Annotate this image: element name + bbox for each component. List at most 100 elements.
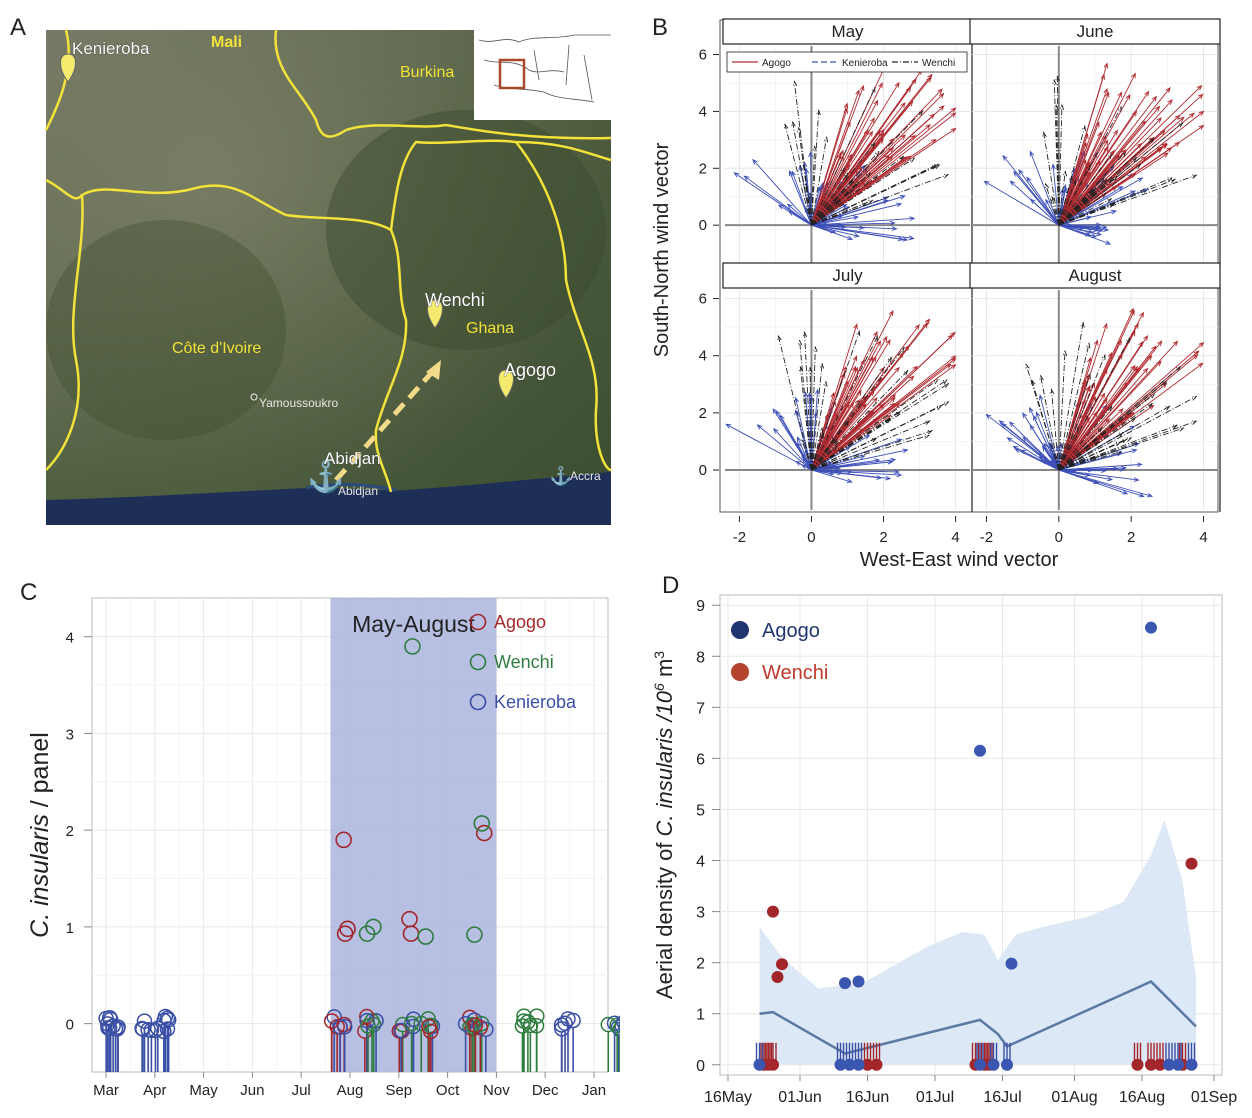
panel-b: B South-North wind vector West-East wind… [620, 0, 1252, 575]
d-ytick-label: 1 [696, 1007, 705, 1024]
b-ylabel: South-North wind vector [651, 142, 673, 357]
wind-arrow-agogo [811, 355, 957, 471]
wind-arrow-wenchi [1058, 431, 1124, 471]
wind-arrow-kenieroba [1058, 469, 1114, 482]
c-ytick-label: 1 [66, 920, 74, 937]
d-ytick-label: 2 [696, 956, 705, 973]
wind-arrow-kenieroba [811, 224, 898, 231]
d-legend-label: Wenchi [762, 662, 828, 684]
c-point-zero [565, 1012, 581, 1029]
wind-arrow-wenchi [811, 362, 825, 471]
wind-arrow-wenchi [1058, 175, 1073, 226]
label-burkina: Burkina [400, 64, 454, 81]
wind-arrow-kenieroba [1058, 177, 1144, 226]
c-point-zero [156, 1023, 172, 1040]
facet-header [722, 262, 973, 289]
wind-arrow-wenchi [1042, 131, 1060, 226]
facet-title: May [831, 22, 864, 41]
d-ylabel-sup2: 3 [651, 651, 667, 659]
d-point-agogo-zero [974, 1058, 986, 1071]
wind-arrow-wenchi [811, 405, 943, 471]
b-legend-label: Agogo [762, 58, 791, 69]
c-point-zero [140, 1021, 156, 1038]
wind-arrow-wenchi [777, 334, 812, 471]
wind-arrow-wenchi [811, 136, 829, 226]
d-point-agogo-zero [1172, 1058, 1184, 1071]
wind-arrow-kenieroba [811, 194, 906, 226]
wind-arrow-wenchi [801, 439, 812, 471]
wind-arrow-agogo [811, 69, 923, 226]
wind-arrow-wenchi [1058, 437, 1133, 471]
wind-arrow-agogo [811, 402, 855, 471]
wind-facet-july: July 0 2 4 6 -2 0 2 4 [699, 262, 973, 546]
d-ylabel-sup: 6 [651, 683, 667, 691]
b-ytick-label: 6 [699, 291, 707, 308]
wind-arrow-wenchi [811, 434, 931, 471]
wind-arrow-kenieroba [756, 424, 812, 471]
b-xtick-label: -2 [733, 529, 746, 546]
wind-arrow-wenchi [811, 346, 905, 471]
wind-arrow-kenieroba [786, 203, 812, 226]
d-ylabel-suffix: /10 [652, 690, 677, 727]
wind-arrow-kenieroba [811, 224, 860, 238]
wind-arrow-kenieroba [811, 469, 853, 484]
wind-arrow-agogo [1058, 367, 1149, 471]
b-legend-label: Kenieroba [842, 58, 888, 69]
c-shade-label: May-August [352, 611, 475, 637]
wind-arrow-wenchi [811, 346, 818, 471]
wind-arrow-wenchi [791, 120, 812, 226]
wind-arrow-agogo [811, 92, 945, 226]
wind-arrow-wenchi [811, 109, 821, 226]
svg-text:⚓: ⚓ [307, 459, 344, 494]
label-cote-divoire: Côte d'Ivoire [172, 340, 261, 357]
c-point-wenchi [365, 918, 382, 936]
facet-header [969, 262, 1221, 289]
wind-facet-may: May 0 2 4 6 [699, 18, 973, 267]
b-legend-box [726, 51, 968, 73]
wind-arrow-kenieroba [1045, 198, 1060, 226]
c-point-zero [413, 1015, 429, 1032]
b-xtick-label: 4 [1199, 529, 1207, 546]
wind-arrow-wenchi [811, 380, 828, 471]
wind-arrow-wenchi [811, 432, 824, 471]
pin-icon [498, 369, 514, 399]
wind-arrow-wenchi [1058, 153, 1113, 226]
wind-arrow-wenchi [1058, 321, 1085, 471]
panel-letter-a: A [10, 14, 26, 41]
c-point-wenchi [466, 926, 483, 943]
wind-arrow-agogo [811, 107, 848, 226]
b-xlabel: West-East wind vector [860, 549, 1059, 571]
wind-arrow-wenchi [811, 379, 948, 471]
wind-arrow-wenchi [1058, 427, 1185, 471]
wind-arrow-wenchi [798, 365, 812, 471]
c-point-zero [336, 1018, 353, 1035]
wind-arrow-wenchi [1058, 416, 1137, 471]
d-point-wenchi-zero [1154, 1058, 1166, 1071]
b-ytick-label: 2 [699, 160, 707, 177]
wind-arrow-kenieroba [1058, 469, 1145, 498]
wind-arrow-wenchi [811, 155, 905, 226]
wind-arrow-agogo [1058, 90, 1150, 226]
c-ylabel-italic: C. insularis [26, 814, 54, 938]
d-ytick-label: 9 [696, 598, 705, 615]
d-point-agogo [974, 744, 986, 757]
d-ytick-label: 6 [696, 751, 705, 768]
wind-arrow-agogo [811, 130, 874, 226]
c-point-zero [147, 1022, 164, 1039]
label-abidjan: Abidjan [324, 449, 381, 468]
c-xtick-label: Jun [240, 1082, 264, 1099]
wind-arrow-wenchi [1058, 373, 1091, 471]
pin-icon [60, 53, 76, 83]
wind-arrow-agogo [1058, 309, 1135, 471]
b-xtick-label: 0 [807, 529, 815, 546]
wind-arrow-wenchi [811, 382, 950, 471]
wind-arrow-wenchi [1058, 198, 1113, 226]
d-legend-marker [731, 663, 749, 681]
d-xtick-label: 16Jul [983, 1089, 1021, 1106]
d-ylabel-italic: C. insularis [652, 728, 677, 837]
wind-arrow-agogo [1058, 360, 1162, 471]
c-xtick-label: Jul [292, 1082, 311, 1099]
wind-arrow-kenieroba [1043, 442, 1060, 471]
c-xtick-label: Apr [143, 1082, 166, 1099]
c-point-zero [359, 1012, 375, 1029]
